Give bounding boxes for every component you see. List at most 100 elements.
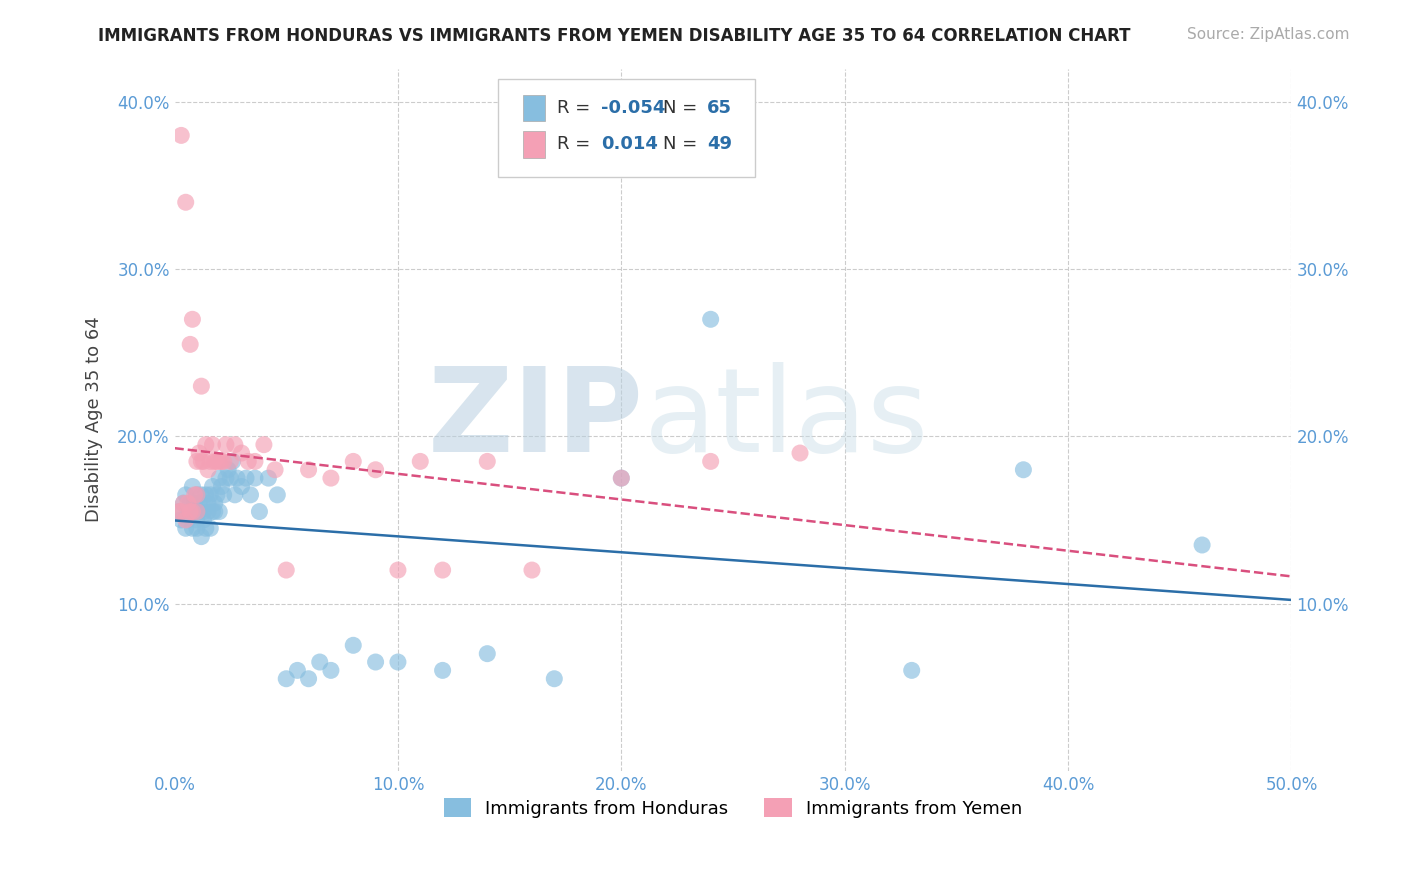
- Point: [387, 563, 409, 577]
- Point: [276, 563, 298, 577]
- Point: [342, 454, 364, 468]
- Point: [188, 496, 211, 510]
- Point: [181, 312, 204, 326]
- Point: [181, 479, 204, 493]
- Point: [257, 471, 280, 485]
- Point: [219, 471, 242, 485]
- Point: [183, 504, 205, 518]
- Point: [699, 454, 721, 468]
- Point: [177, 496, 200, 510]
- Point: [409, 454, 432, 468]
- Text: 0.014: 0.014: [602, 136, 658, 153]
- Point: [249, 504, 271, 518]
- Point: [789, 446, 811, 460]
- Point: [319, 471, 342, 485]
- Point: [181, 521, 204, 535]
- Point: [387, 655, 409, 669]
- Point: [183, 488, 205, 502]
- Point: [226, 471, 249, 485]
- Point: [188, 504, 211, 518]
- Point: [208, 471, 231, 485]
- Point: [186, 454, 208, 468]
- Point: [186, 488, 208, 502]
- Point: [205, 488, 228, 502]
- Point: [477, 647, 499, 661]
- Point: [287, 664, 309, 678]
- Point: [235, 471, 257, 485]
- Point: [205, 454, 228, 468]
- Y-axis label: Disability Age 35 to 64: Disability Age 35 to 64: [86, 317, 103, 523]
- Point: [224, 488, 246, 502]
- Text: 49: 49: [707, 136, 733, 153]
- FancyBboxPatch shape: [523, 95, 546, 121]
- Point: [212, 454, 235, 468]
- Point: [276, 672, 298, 686]
- Point: [1012, 463, 1035, 477]
- Point: [238, 454, 260, 468]
- Text: ZIP: ZIP: [427, 362, 644, 477]
- Point: [200, 488, 222, 502]
- Point: [215, 471, 238, 485]
- Text: 65: 65: [707, 99, 733, 117]
- Point: [173, 496, 195, 510]
- Point: [342, 638, 364, 652]
- Point: [253, 438, 276, 452]
- Point: [204, 454, 226, 468]
- Point: [170, 513, 193, 527]
- Point: [266, 488, 288, 502]
- Point: [186, 488, 208, 502]
- Text: IMMIGRANTS FROM HONDURAS VS IMMIGRANTS FROM YEMEN DISABILITY AGE 35 TO 64 CORREL: IMMIGRANTS FROM HONDURAS VS IMMIGRANTS F…: [98, 27, 1130, 45]
- Point: [231, 446, 253, 460]
- Point: [243, 471, 266, 485]
- Point: [1191, 538, 1213, 552]
- Legend: Immigrants from Honduras, Immigrants from Yemen: Immigrants from Honduras, Immigrants fro…: [436, 791, 1029, 825]
- Text: R =: R =: [557, 99, 596, 117]
- Point: [520, 563, 543, 577]
- Point: [179, 504, 201, 518]
- Point: [211, 454, 233, 468]
- Point: [190, 454, 212, 468]
- Point: [174, 195, 197, 210]
- Text: -0.054: -0.054: [602, 99, 665, 117]
- Point: [308, 655, 330, 669]
- Point: [190, 379, 212, 393]
- Point: [181, 504, 204, 518]
- Point: [183, 496, 205, 510]
- Point: [174, 521, 197, 535]
- Text: atlas: atlas: [644, 362, 929, 477]
- Point: [217, 463, 239, 477]
- Point: [167, 504, 190, 518]
- Point: [190, 488, 212, 502]
- Point: [174, 488, 197, 502]
- Point: [610, 471, 633, 485]
- Point: [174, 513, 197, 527]
- Point: [194, 438, 217, 452]
- Point: [211, 479, 233, 493]
- Point: [190, 530, 212, 544]
- Point: [319, 664, 342, 678]
- Point: [201, 438, 224, 452]
- Point: [167, 504, 190, 518]
- Point: [204, 504, 226, 518]
- Point: [900, 664, 922, 678]
- Point: [186, 513, 208, 527]
- Point: [177, 513, 200, 527]
- Point: [173, 496, 195, 510]
- Text: R =: R =: [557, 136, 602, 153]
- Point: [432, 563, 454, 577]
- Point: [208, 504, 231, 518]
- Point: [201, 504, 224, 518]
- Point: [197, 504, 219, 518]
- Point: [186, 521, 208, 535]
- Point: [197, 496, 219, 510]
- Point: [179, 496, 201, 510]
- Point: [170, 128, 193, 143]
- Point: [699, 312, 721, 326]
- Point: [193, 513, 215, 527]
- Point: [194, 521, 217, 535]
- Point: [201, 479, 224, 493]
- Point: [188, 446, 211, 460]
- Point: [297, 463, 319, 477]
- FancyBboxPatch shape: [499, 79, 755, 178]
- Point: [231, 479, 253, 493]
